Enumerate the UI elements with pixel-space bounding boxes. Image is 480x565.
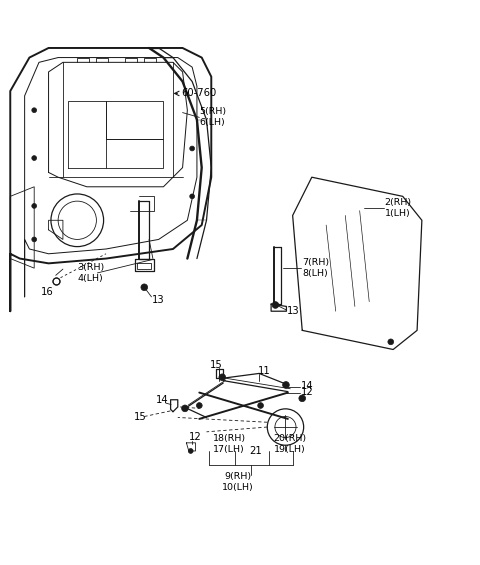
Text: 3(RH)
4(LH): 3(RH) 4(LH) — [77, 263, 105, 283]
Text: 13: 13 — [287, 306, 299, 316]
Circle shape — [219, 374, 226, 381]
Circle shape — [258, 403, 264, 408]
Circle shape — [299, 395, 306, 402]
Circle shape — [283, 381, 289, 388]
Text: 12: 12 — [301, 387, 314, 397]
Circle shape — [190, 194, 194, 199]
Text: 11: 11 — [258, 366, 271, 376]
Text: 16: 16 — [41, 287, 54, 297]
Text: 20(RH)
19(LH): 20(RH) 19(LH) — [274, 434, 307, 454]
Text: 14: 14 — [156, 395, 169, 405]
Text: 14: 14 — [301, 381, 314, 392]
Circle shape — [181, 405, 188, 412]
Text: 18(RH)
17(LH): 18(RH) 17(LH) — [213, 434, 246, 454]
Text: 7(RH)
8(LH): 7(RH) 8(LH) — [302, 258, 329, 278]
Text: 13: 13 — [152, 295, 165, 305]
Text: 5(RH)
6(LH): 5(RH) 6(LH) — [200, 107, 227, 128]
Text: 2(RH)
1(LH): 2(RH) 1(LH) — [384, 198, 412, 218]
Circle shape — [141, 284, 148, 290]
Circle shape — [188, 449, 193, 453]
Circle shape — [196, 403, 202, 408]
Circle shape — [388, 339, 394, 345]
Circle shape — [32, 108, 36, 112]
Circle shape — [272, 302, 279, 308]
Text: 60-760: 60-760 — [181, 89, 217, 98]
Text: 9(RH)
10(LH): 9(RH) 10(LH) — [222, 472, 253, 492]
Text: 21: 21 — [250, 446, 263, 456]
Circle shape — [190, 146, 194, 151]
Text: 12: 12 — [189, 432, 202, 442]
Circle shape — [32, 156, 36, 160]
Circle shape — [32, 237, 36, 242]
Text: 15: 15 — [210, 360, 223, 370]
Text: 15: 15 — [134, 412, 146, 423]
Circle shape — [32, 203, 36, 208]
